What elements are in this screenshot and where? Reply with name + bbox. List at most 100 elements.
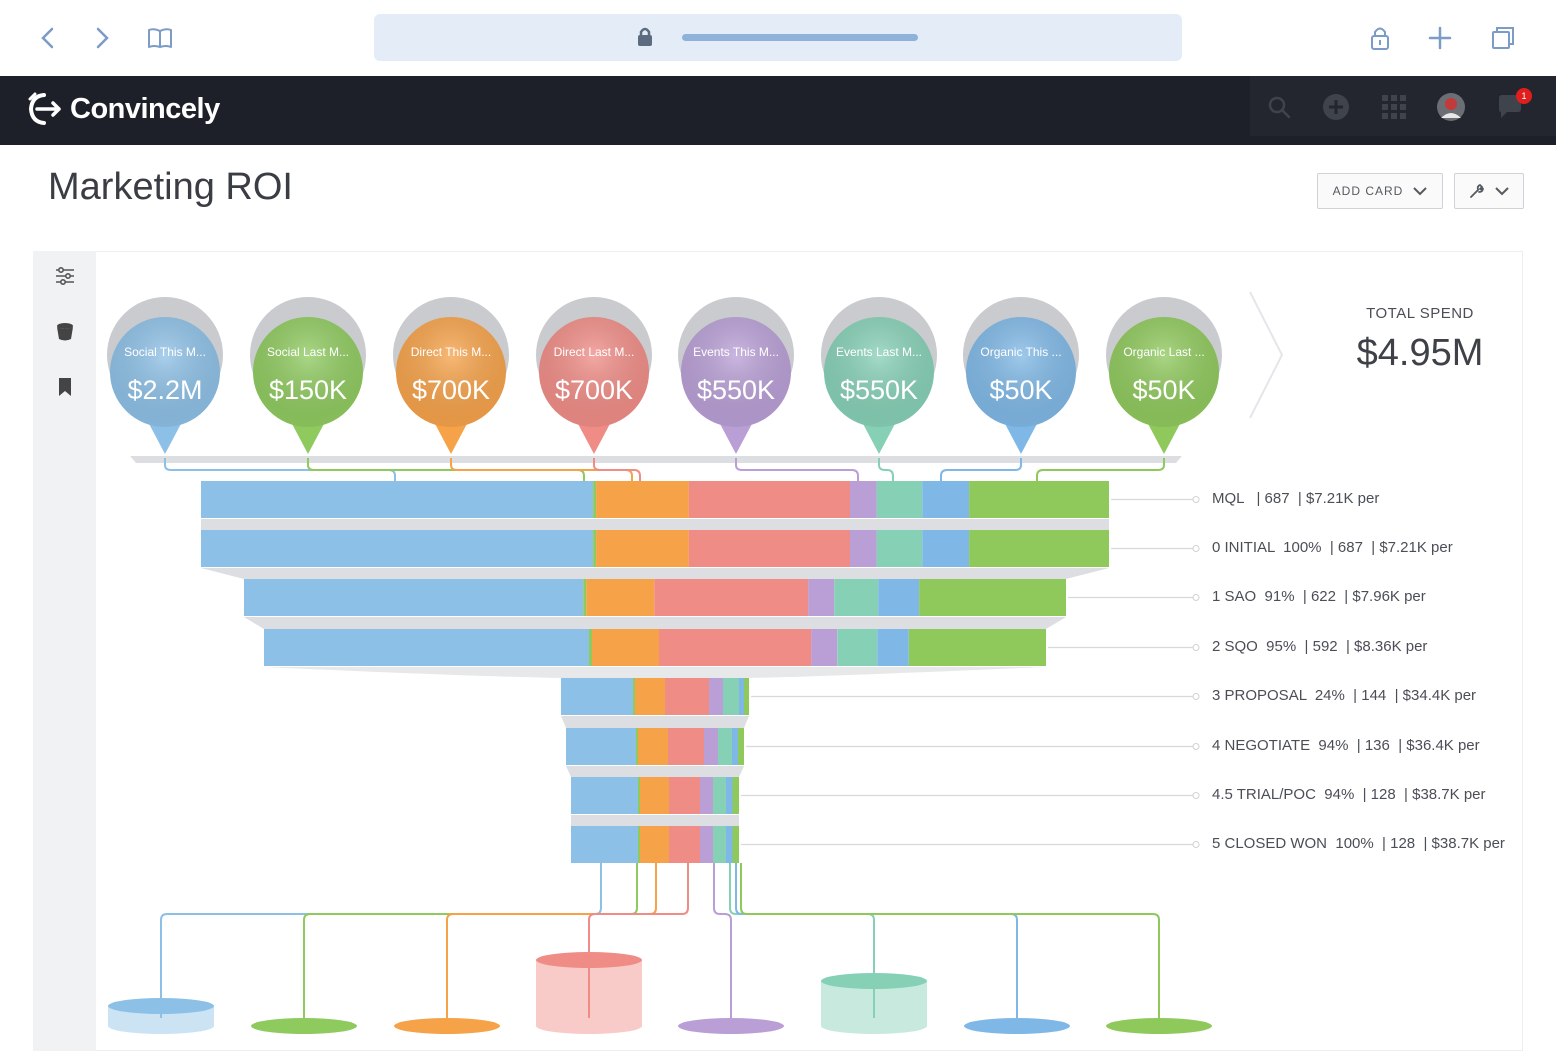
- filter-sliders-icon[interactable]: [50, 261, 80, 291]
- funnel-segment: [877, 629, 909, 666]
- channel-pin-value: $550K: [696, 375, 776, 405]
- channel-pin-label[interactable]: Events This M...: [693, 345, 779, 359]
- stage-label: 4.5 TRIAL/POC 94% | 128 | $38.7K per: [1212, 786, 1486, 803]
- chevron-down-icon: [1495, 187, 1509, 196]
- add-card-button[interactable]: ADD CARD: [1317, 173, 1443, 209]
- padlock-icon[interactable]: [1362, 20, 1398, 56]
- funnel-gap: [201, 568, 1109, 579]
- stage-leader-dot: [1192, 693, 1200, 700]
- browser-toolbar: [0, 0, 1556, 76]
- bookmark-icon[interactable]: [50, 372, 80, 402]
- funnel-segment: [922, 530, 970, 567]
- funnel-segment: [726, 777, 733, 814]
- bucket-icon[interactable]: [50, 317, 80, 347]
- funnel-gap: [561, 716, 749, 728]
- pool-top: [1106, 1018, 1212, 1034]
- pin-connector-line: [593, 458, 641, 482]
- funnel-segment: [264, 629, 589, 666]
- stage-leader-dot: [1192, 743, 1200, 750]
- pool-connector-line: [713, 863, 732, 1018]
- funnel-segment: [638, 728, 668, 765]
- channel-pin-value: $50K: [1132, 375, 1196, 405]
- brand-logo[interactable]: Convincely: [26, 90, 220, 128]
- url-text-placeholder: [682, 34, 918, 41]
- funnel-segment: [850, 530, 877, 567]
- pool-body: [821, 981, 927, 1034]
- book-icon[interactable]: [142, 20, 178, 56]
- funnel-segment: [561, 678, 633, 715]
- funnel-segment: [811, 629, 838, 666]
- funnel-segment: [732, 728, 738, 765]
- pin-highlight: [539, 317, 649, 427]
- funnel-segment: [596, 481, 689, 518]
- funnel-segment: [640, 777, 669, 814]
- channel-pin-value: $150K: [268, 375, 348, 405]
- stage-leader-dot: [1192, 644, 1200, 651]
- funnel-segment: [834, 579, 879, 616]
- chat-icon[interactable]: 1: [1494, 88, 1532, 124]
- stage-leader-dot: [1192, 545, 1200, 552]
- plus-icon[interactable]: [1422, 20, 1458, 56]
- funnel-segment: [718, 728, 732, 765]
- channel-pin-value: $50K: [989, 375, 1053, 405]
- funnel-segment: [837, 629, 878, 666]
- funnel-gap: [244, 617, 1066, 629]
- channel-pin-label[interactable]: Organic Last ...: [1123, 345, 1205, 359]
- lock-icon: [636, 26, 654, 53]
- app-header: Convincely 1: [0, 76, 1556, 145]
- channel-pin-value: $550K: [839, 375, 919, 405]
- funnel-segment: [709, 678, 723, 715]
- convincely-logo-icon: [28, 92, 61, 125]
- tabs-icon[interactable]: [1485, 20, 1521, 56]
- pin-tip: [576, 420, 612, 454]
- add-circle-icon[interactable]: [1319, 90, 1353, 124]
- user-avatar[interactable]: [1434, 90, 1468, 124]
- pin-connector-line: [735, 458, 859, 482]
- channel-pin-value: $700K: [554, 375, 634, 405]
- pin-highlight: [1109, 317, 1219, 427]
- back-arrow-icon[interactable]: [30, 20, 66, 56]
- funnel-segment: [704, 728, 718, 765]
- pin-tip: [433, 420, 469, 454]
- funnel-segment: [586, 579, 655, 616]
- funnel-segment: [668, 728, 704, 765]
- stage-label: 2 SQO 95% | 592 | $8.36K per: [1212, 638, 1428, 655]
- address-bar[interactable]: [374, 14, 1182, 61]
- pin-highlight: [681, 317, 791, 427]
- brand-name: Convincely: [70, 92, 220, 125]
- pool-top: [108, 998, 214, 1014]
- notification-badge: 1: [1516, 88, 1532, 104]
- funnel-segment: [244, 579, 584, 616]
- funnel-segment: [635, 678, 665, 715]
- stage-label: 4 NEGOTIATE 94% | 136 | $36.4K per: [1212, 737, 1480, 754]
- channel-pin-label[interactable]: Events Last M...: [835, 345, 923, 359]
- funnel-segment: [908, 629, 1046, 666]
- forward-arrow-icon[interactable]: [84, 20, 120, 56]
- pin-highlight: [110, 317, 220, 427]
- stage-label: 1 SAO 91% | 622 | $7.96K per: [1212, 588, 1426, 605]
- funnel-segment: [969, 530, 1109, 567]
- funnel-segment: [732, 826, 739, 863]
- channel-pin-label[interactable]: Social This M...: [124, 345, 206, 359]
- apps-grid-icon[interactable]: [1377, 90, 1411, 124]
- channel-pin-label[interactable]: Organic This ...: [980, 345, 1062, 359]
- total-spend-label: TOTAL SPEND: [1366, 305, 1474, 322]
- channel-pin-label[interactable]: Social Last M...: [266, 345, 350, 359]
- funnel-segment: [665, 678, 709, 715]
- stage-label: 0 INITIAL 100% | 687 | $7.21K per: [1212, 539, 1453, 556]
- channel-pin-label[interactable]: Direct This M...: [410, 345, 492, 359]
- funnel-segment: [571, 777, 638, 814]
- funnel-segment: [571, 826, 638, 863]
- channel-pin-label[interactable]: Direct Last M...: [553, 345, 635, 359]
- stage-label: MQL | 687 | $7.21K per: [1212, 490, 1380, 507]
- funnel-segment: [688, 530, 851, 567]
- funnel-segment: [669, 777, 700, 814]
- settings-menu-button[interactable]: [1454, 173, 1524, 209]
- funnel-segment: [723, 678, 739, 715]
- funnel-segment: [640, 826, 669, 863]
- search-icon[interactable]: [1262, 90, 1296, 124]
- funnel-gap: [566, 766, 744, 777]
- funnel-segment: [713, 777, 726, 814]
- pool-connector-line: [588, 863, 689, 1018]
